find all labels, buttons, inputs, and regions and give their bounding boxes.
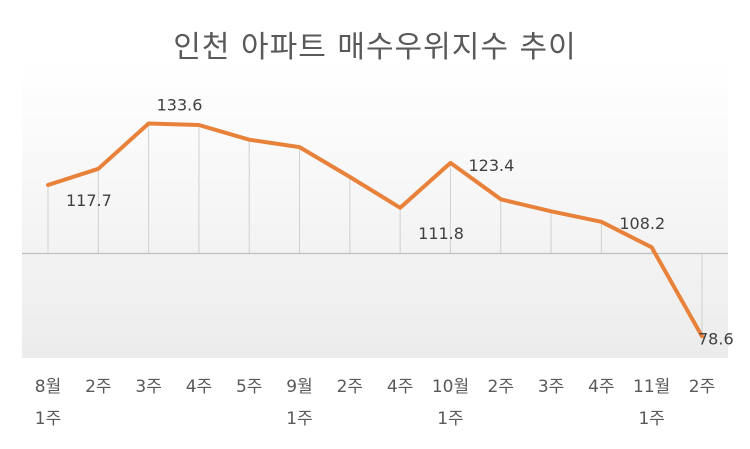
- data-point: [298, 145, 302, 149]
- data-label: 117.7: [66, 191, 112, 210]
- data-point: [247, 138, 251, 142]
- x-tick-label: 3주: [135, 377, 161, 397]
- data-point: [197, 123, 201, 127]
- data-point: [46, 183, 50, 187]
- x-tick-label: 4주: [387, 377, 413, 397]
- data-label: 108.2: [619, 214, 665, 233]
- x-tick-label: 1주: [638, 409, 664, 429]
- data-label: 133.6: [157, 95, 203, 114]
- data-point: [499, 197, 503, 201]
- chart-title: 인천 아파트 매수우위지수 추이: [173, 30, 577, 65]
- data-point: [650, 245, 654, 249]
- x-tick-label: 9월: [286, 377, 312, 397]
- x-tick-label: 10월: [432, 377, 469, 397]
- data-point: [147, 121, 151, 125]
- plot-area: [22, 60, 728, 358]
- data-point: [96, 167, 100, 171]
- x-tick-label: 11월: [633, 377, 670, 397]
- x-tick-label: 2주: [689, 377, 715, 397]
- x-tick-label: 4주: [186, 377, 212, 397]
- data-point: [348, 175, 352, 179]
- x-tick-label: 2주: [85, 377, 111, 397]
- x-tick-label: 8월: [35, 377, 61, 397]
- data-label: 123.4: [468, 156, 514, 175]
- x-tick-label: 1주: [35, 409, 61, 429]
- x-tick-label: 3주: [538, 377, 564, 397]
- series-line: [46, 121, 704, 339]
- x-tick-label: 1주: [286, 409, 312, 429]
- x-tick-label: 5주: [236, 377, 262, 397]
- data-point: [549, 209, 553, 213]
- data-point: [448, 161, 452, 165]
- data-label: 78.6: [698, 329, 734, 348]
- data-label: 111.8: [418, 224, 464, 243]
- x-tick-label: 4주: [588, 377, 614, 397]
- x-tick-label: 2주: [488, 377, 514, 397]
- x-tick-label: 1주: [437, 409, 463, 429]
- data-point: [398, 206, 402, 210]
- x-tick-label: 2주: [337, 377, 363, 397]
- data-point: [599, 220, 603, 224]
